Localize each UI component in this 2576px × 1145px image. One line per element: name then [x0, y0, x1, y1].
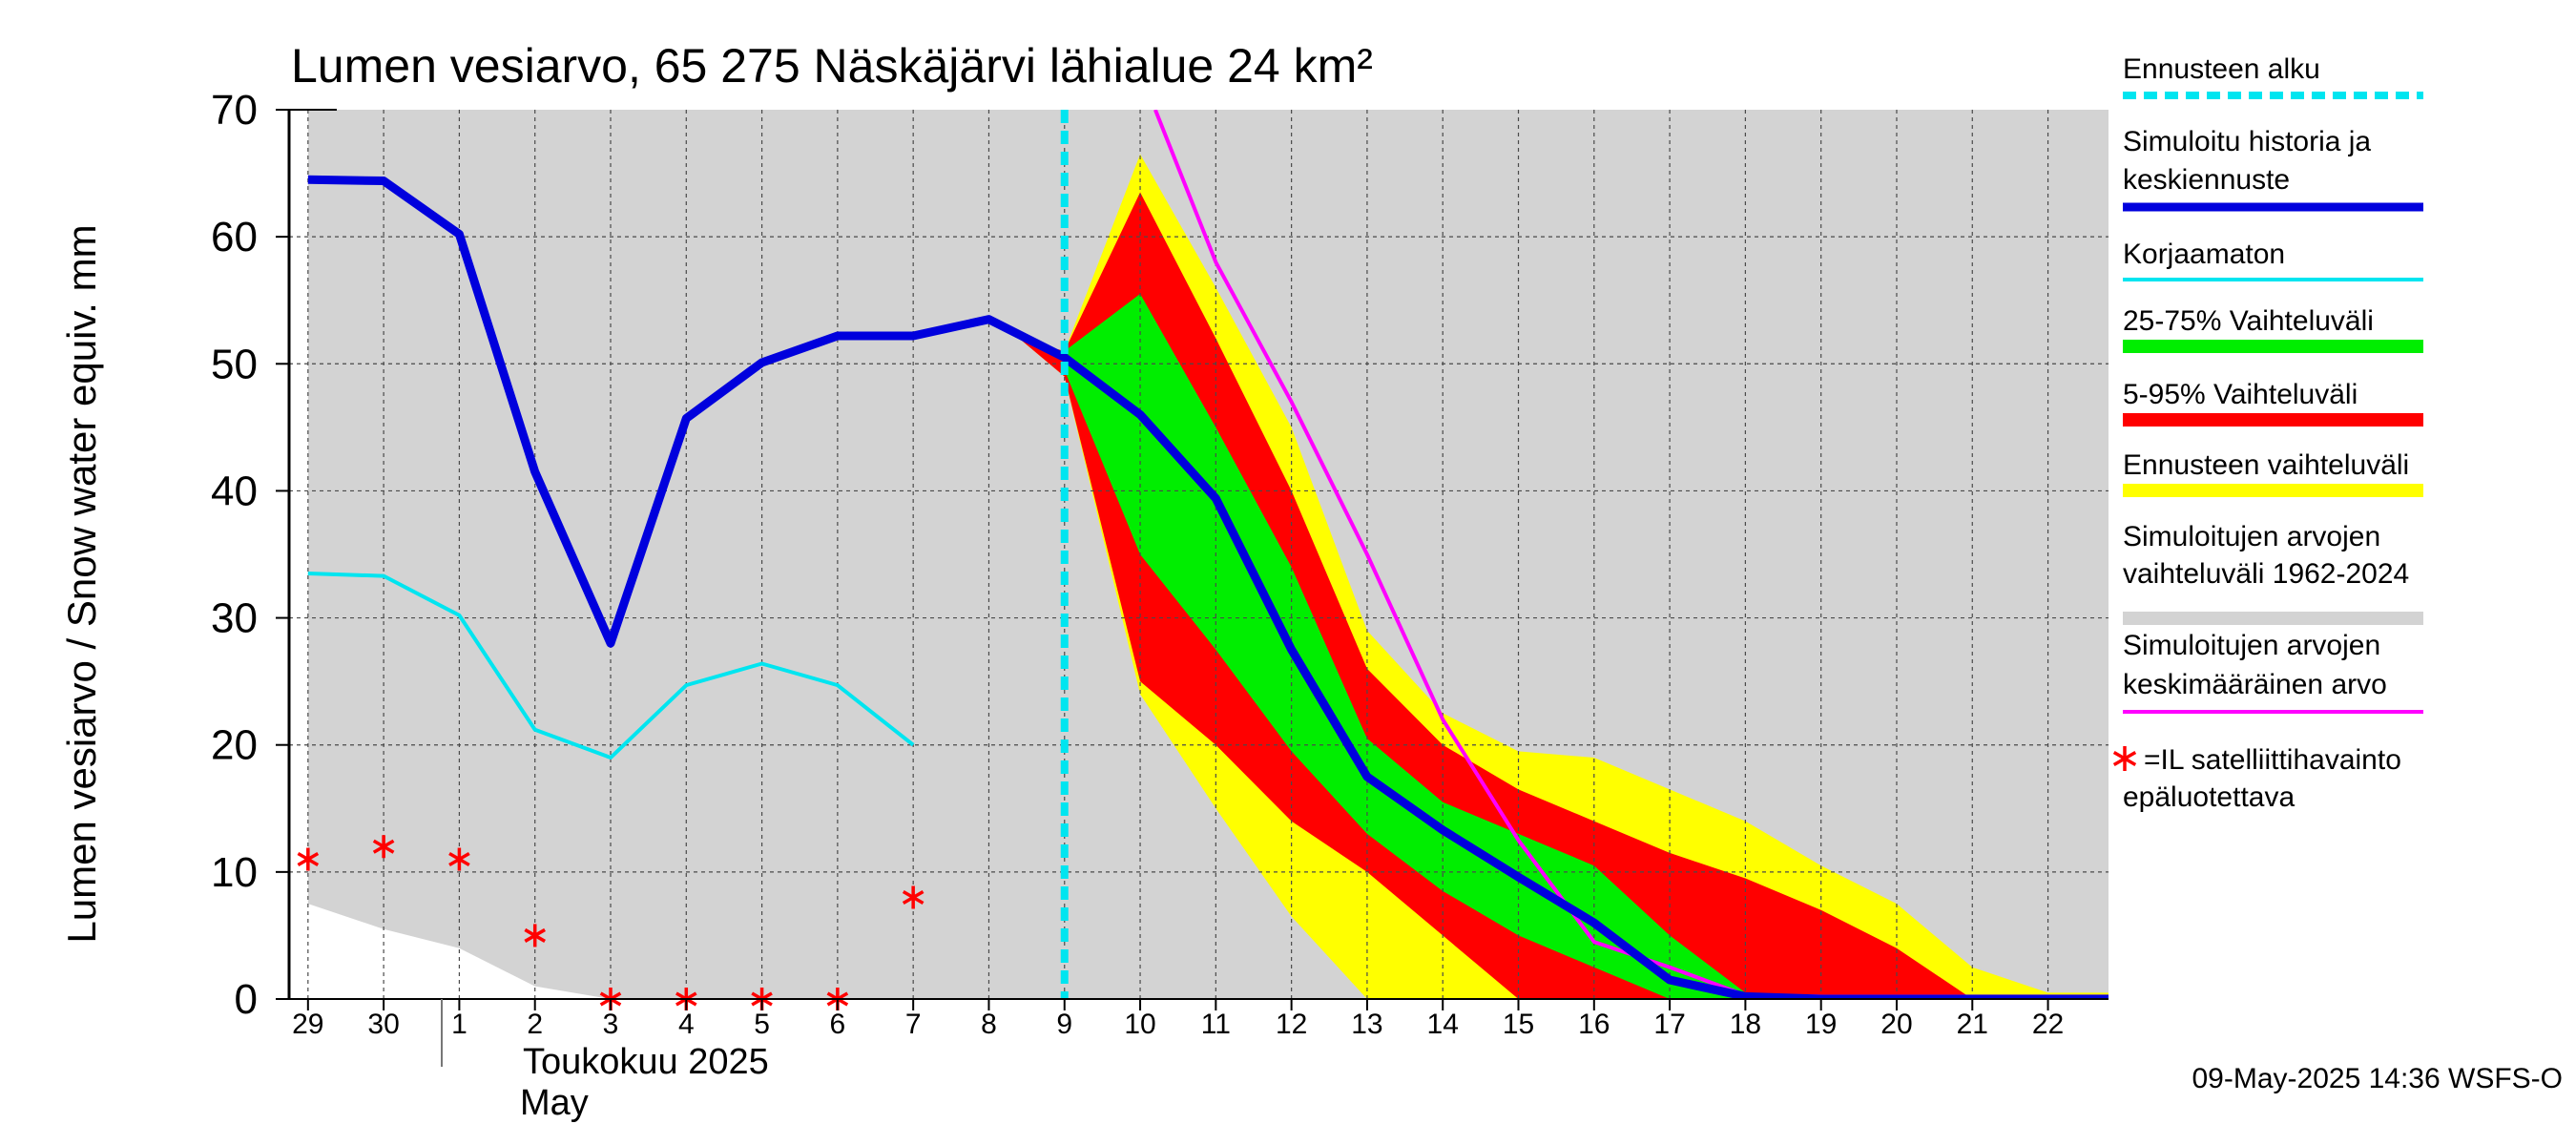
series-line-simuloitu-historia-ja-keskiennuste: [307, 175, 2109, 999]
legend-label-line: keskiennuste: [2123, 164, 2290, 196]
legend-item: Simuloitu historia ja keskiennuste: [2123, 126, 2423, 212]
y-tick-label: 0: [235, 976, 258, 1023]
x-tick-label: 16: [1578, 1009, 1610, 1040]
legend-label-line: keskimääräinen arvo: [2123, 669, 2387, 700]
y-tick-label: 50: [211, 341, 258, 387]
legend-item: Ennusteen vaihteluväli: [2123, 449, 2423, 497]
satellite-marker: [297, 847, 320, 871]
satellite-marker: [902, 885, 924, 909]
legend-label-line: Simuloitujen arvojen: [2123, 521, 2380, 552]
month-label-en: May: [520, 1083, 589, 1123]
month-label-fi: Toukokuu 2025: [523, 1042, 769, 1082]
y-tick-label: 10: [211, 849, 258, 896]
legend-item: =IL satelliittihavainto epäluotettava: [2112, 744, 2401, 813]
series-line-korjaamaton: [307, 571, 915, 760]
x-tick-label: 3: [603, 1009, 619, 1040]
legend-item: 5-95% Vaihteluväli: [2123, 379, 2423, 427]
satellite-marker: [372, 835, 395, 859]
legend-label-line: epäluotettava: [2123, 781, 2295, 813]
x-tick-label: 11: [1201, 1009, 1231, 1040]
legend-item: 25-75% Vaihteluväli: [2123, 305, 2423, 353]
y-tick-label: 70: [211, 87, 258, 134]
marker-stroke: [524, 927, 546, 943]
marker-stroke: [372, 839, 395, 854]
satellite-marker: [448, 847, 470, 871]
x-tick-label: 1: [451, 1009, 467, 1040]
marker-stroke: [448, 852, 470, 867]
legend-label: Simuloitujen arvojen vaihteluväli 1962-20…: [2123, 521, 2409, 590]
x-tick-label: 7: [905, 1009, 922, 1040]
y-axis-label: Lumen vesiarvo / Snow water equiv. mm: [59, 224, 104, 943]
satellite-marker: [524, 924, 546, 947]
legend-label: 25-75% Vaihteluväli: [2123, 305, 2374, 337]
x-tick-label: 13: [1351, 1009, 1382, 1040]
marker-stroke: [2112, 750, 2137, 767]
legend-swatch-marker: [2112, 746, 2137, 771]
legend-item: Simuloitujen arvojen vaihteluväli 1962-20…: [2123, 521, 2423, 625]
x-tick-label: 2: [527, 1009, 543, 1040]
y-tick-label: 30: [211, 595, 258, 642]
y-tick-label: 60: [211, 214, 258, 260]
legend-label: 5-95% Vaihteluväli: [2123, 379, 2358, 410]
marker-stroke: [902, 889, 924, 906]
legend-item: Simuloitujen arvojen keskimääräinen arvo: [2123, 630, 2423, 714]
legend-label-line: vaihteluväli 1962-2024: [2123, 558, 2409, 590]
legend-label: Simuloitu historia ja keskiennuste: [2123, 126, 2371, 196]
legend-label: Simuloitujen arvojen keskimääräinen arvo: [2123, 630, 2387, 700]
x-tick-label: 18: [1730, 1009, 1761, 1040]
y-tick-label: 40: [211, 468, 258, 514]
x-tick-label: 6: [830, 1009, 846, 1040]
legend-label: =IL satelliittihavainto epäluotettava: [2123, 744, 2401, 813]
legend-label-line: Simuloitu historia ja: [2123, 126, 2371, 157]
legend-item: Korjaamaton: [2123, 239, 2423, 281]
legend-item: Ennusteen alku: [2123, 53, 2423, 99]
legend: Ennusteen alku Simuloitu historia ja keski…: [2112, 53, 2423, 813]
x-tick-label: 15: [1503, 1009, 1534, 1040]
chart-title: Lumen vesiarvo, 65 275 Näskäjärvi lähial…: [291, 39, 1373, 93]
marker-stroke: [297, 852, 320, 867]
legend-label-line: Simuloitujen arvojen: [2123, 630, 2380, 661]
x-tick-label: 17: [1653, 1009, 1685, 1040]
x-tick-label: 5: [754, 1009, 770, 1040]
x-tick-label: 10: [1124, 1009, 1155, 1040]
legend-label-line: =IL satelliittihavainto: [2144, 744, 2401, 776]
x-tick-label: 19: [1805, 1009, 1837, 1040]
x-tick-label: 12: [1276, 1009, 1307, 1040]
x-tick-label: 8: [981, 1009, 997, 1040]
legend-label: Ennusteen alku: [2123, 53, 2320, 85]
legend-label: Ennusteen vaihteluväli: [2123, 449, 2409, 481]
x-tick-label: 22: [2032, 1009, 2064, 1040]
x-tick-label: 29: [292, 1009, 323, 1040]
timestamp-label: 09-May-2025 14:36 WSFS-O: [2192, 1063, 2564, 1094]
x-tick-label: 20: [1880, 1009, 1912, 1040]
y-tick-label: 20: [211, 722, 258, 769]
x-tick-label: 9: [1056, 1009, 1072, 1040]
legend-label: Korjaamaton: [2123, 239, 2285, 270]
plot-area: [289, 110, 2109, 1010]
gridlines: [289, 110, 2109, 999]
x-tick-label: 30: [367, 1009, 399, 1040]
x-tick-label: 21: [1957, 1009, 1988, 1040]
x-tick-label: 14: [1427, 1009, 1459, 1040]
x-tick-label: 4: [678, 1009, 695, 1040]
